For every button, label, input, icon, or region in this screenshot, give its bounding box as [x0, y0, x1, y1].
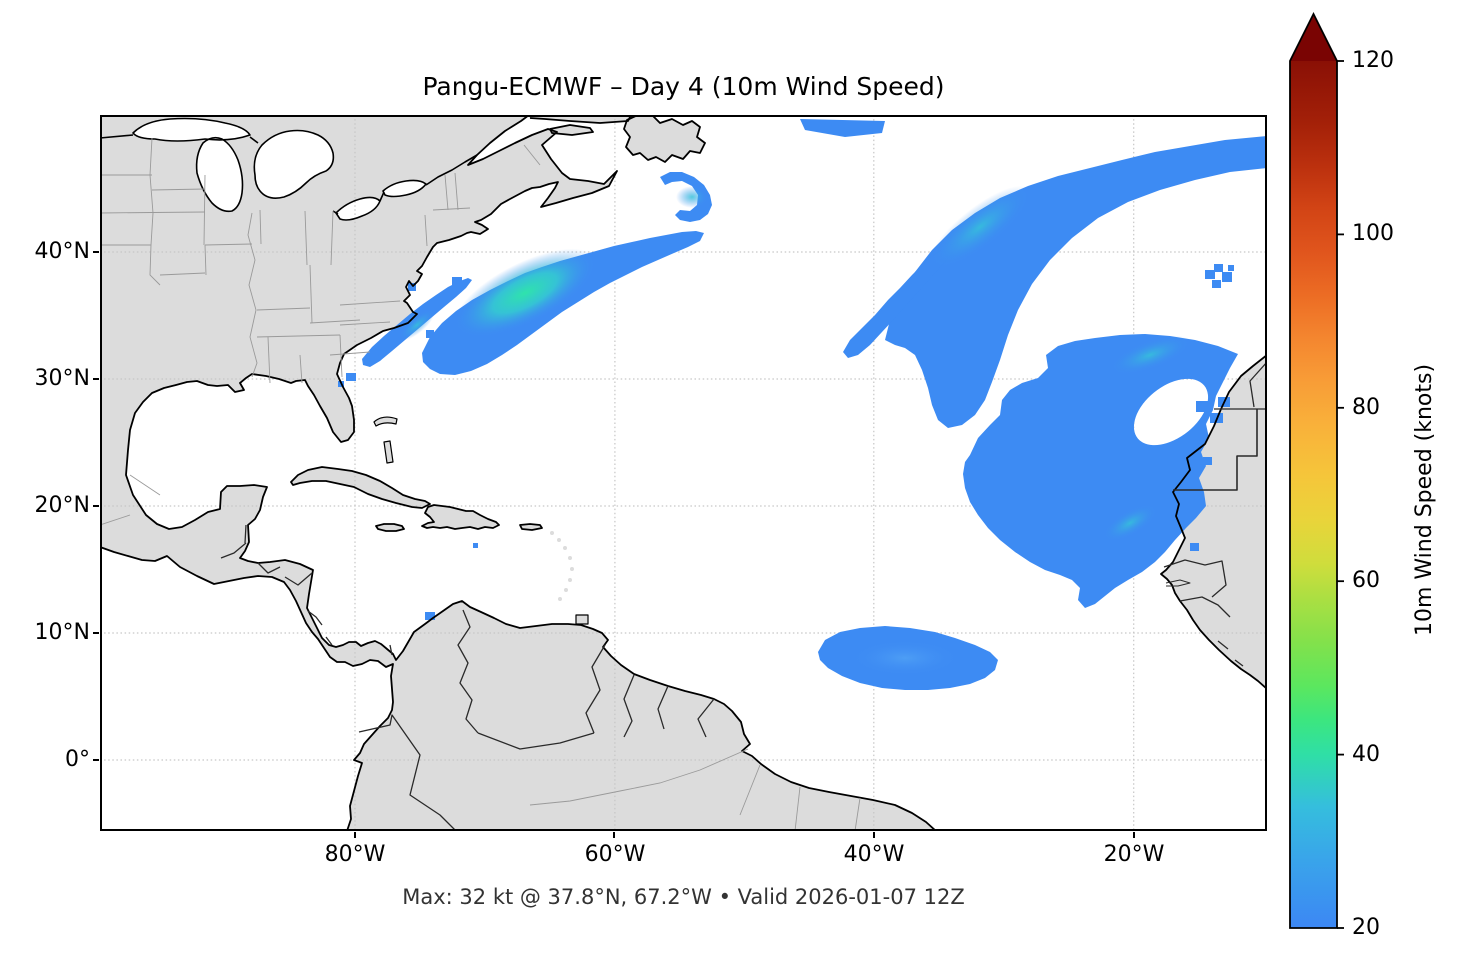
wind-core-coastal-streak: [399, 309, 435, 341]
wind-region-newfoundland-comma: [660, 172, 712, 222]
axes-spine: [100, 115, 1267, 831]
x-tick-mark: [613, 832, 615, 838]
wind-speck-colombia: [425, 612, 435, 620]
wind-region-azores-specks: [1205, 264, 1234, 288]
x-tick-label-60w: 60°W: [584, 842, 646, 867]
jamaica-island: [376, 524, 404, 531]
wind-core-tropical: [850, 640, 960, 676]
y-tick-mark: [93, 759, 99, 761]
y-tick-mark: [93, 505, 99, 507]
wind-core-east-coast: [454, 248, 596, 338]
africa-landmass: [1161, 355, 1267, 689]
us-canada-border: [100, 134, 478, 215]
x-tick-mark: [1133, 832, 1135, 838]
x-tick-mark: [873, 832, 875, 838]
coastline-layer: [100, 115, 1267, 831]
y-tick-mark: [93, 632, 99, 634]
colorbar-gradient: [1290, 61, 1337, 928]
colorbar-tick-40: 40: [1352, 742, 1380, 767]
great-lakes: [133, 118, 426, 220]
y-tick-label-40n: 40°N: [34, 239, 90, 264]
wind-core-atlantic-band: [929, 185, 1031, 269]
wind-core-african-2: [1103, 504, 1157, 542]
map-plot-area: [100, 115, 1267, 831]
wind-region-parallel-streak: [843, 242, 958, 358]
caption: Max: 32 kt @ 37.8°N, 67.2°W • Valid 2026…: [402, 885, 965, 909]
colorbar-tick-100: 100: [1352, 221, 1394, 246]
y-tick-label-20n: 20°N: [34, 493, 90, 518]
map-svg: [100, 115, 1267, 831]
x-tick-label-80w: 80°W: [324, 842, 386, 867]
americas-landmass: [100, 115, 936, 831]
y-tick-label-0: 0°: [65, 747, 90, 772]
lesser-antilles-islets: [550, 531, 574, 601]
x-tick-label-20w: 20°W: [1103, 842, 1165, 867]
colorbar: [1289, 11, 1344, 929]
hispaniola-island: [422, 505, 499, 529]
wind-speed-layer: [338, 119, 1267, 690]
wind-region-top-edge-patch: [800, 119, 885, 137]
x-tick-label-40w: 40°W: [843, 842, 905, 867]
newfoundland-island: [624, 115, 705, 162]
colorbar-tick-80: 80: [1352, 395, 1380, 420]
y-tick-mark: [93, 251, 99, 253]
colorbar-tick-120: 120: [1352, 48, 1394, 73]
colorbar-ticks: [1337, 60, 1344, 929]
wind-speck-hispaniola: [473, 543, 478, 548]
wind-region-african-blob: [963, 334, 1238, 608]
state-borders: [100, 137, 861, 831]
wind-core-comma: [676, 186, 708, 208]
colorbar-label: 10m Wind Speed (knots): [1412, 363, 1437, 637]
cuba-island: [291, 467, 430, 508]
colorbar-tick-60: 60: [1352, 568, 1380, 593]
y-tick-label-30n: 30°N: [34, 366, 90, 391]
y-tick-mark: [93, 378, 99, 380]
page-title: Pangu-ECMWF – Day 4 (10m Wind Speed): [422, 72, 945, 101]
colorbar-extend-arrow: [1290, 14, 1337, 61]
wind-core-african-1: [1110, 335, 1190, 375]
country-borders: [220, 361, 1267, 831]
wind-region-north-atlantic-band: [885, 136, 1267, 428]
colorbar-tick-20: 20: [1352, 915, 1380, 940]
x-tick-mark: [354, 832, 356, 838]
trinidad-island: [576, 615, 588, 624]
y-tick-label-10n: 10°N: [34, 620, 90, 645]
